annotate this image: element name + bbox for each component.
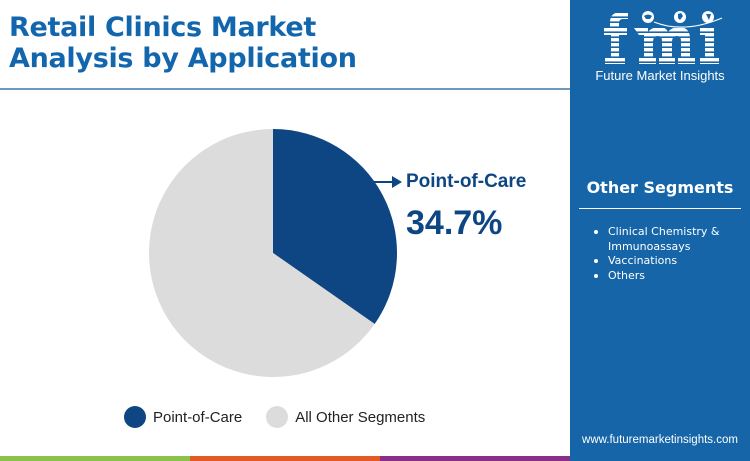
other-segments-heading: Other Segments: [586, 178, 734, 197]
pie-slice-all-other-segments: [149, 129, 375, 377]
pie-slice-point-of-care: [273, 129, 397, 324]
fmi-logo-icon: [604, 11, 723, 64]
arrow-right-icon: [373, 176, 402, 188]
website-link[interactable]: www.futuremarketinsights.com: [582, 434, 738, 446]
side-divider: [579, 208, 741, 209]
side-panel: Future Market Insights Other Segments Cl…: [570, 0, 750, 461]
legend-label: All Other Segments: [295, 408, 426, 426]
chart-legend: Point-of-Care All Other Segments: [124, 406, 449, 428]
list-item: Vaccinations: [592, 254, 732, 269]
title-line-1: Retail Clinics Market: [9, 12, 316, 43]
bottom-color-bar: [0, 456, 570, 461]
callout-label: Point-of-Care: [406, 171, 527, 192]
legend-swatch-point-of-care: [124, 406, 146, 428]
legend-swatch-all-other: [266, 406, 289, 428]
title-divider: [0, 88, 570, 90]
title-line-2: Analysis by Application: [9, 43, 357, 74]
other-segments-list: Clinical Chemistry & Immunoassays Vaccin…: [592, 225, 732, 283]
legend-item-point-of-care: Point-of-Care: [124, 406, 242, 428]
legend-item-all-other-segments: All Other Segments: [266, 406, 425, 428]
list-item: Clinical Chemistry & Immunoassays: [592, 225, 732, 254]
callout-value: 34.7%: [406, 204, 503, 242]
bar-segment-purple: [380, 456, 570, 461]
bar-segment-orange: [190, 456, 380, 461]
pie-chart: [149, 129, 397, 377]
page-title: Retail Clinics Market Analysis by Applic…: [9, 12, 357, 74]
list-item: Others: [592, 269, 732, 284]
legend-label: Point-of-Care: [153, 408, 243, 426]
logo-subtitle: Future Market Insights: [595, 68, 725, 83]
bar-segment-green: [0, 456, 190, 461]
